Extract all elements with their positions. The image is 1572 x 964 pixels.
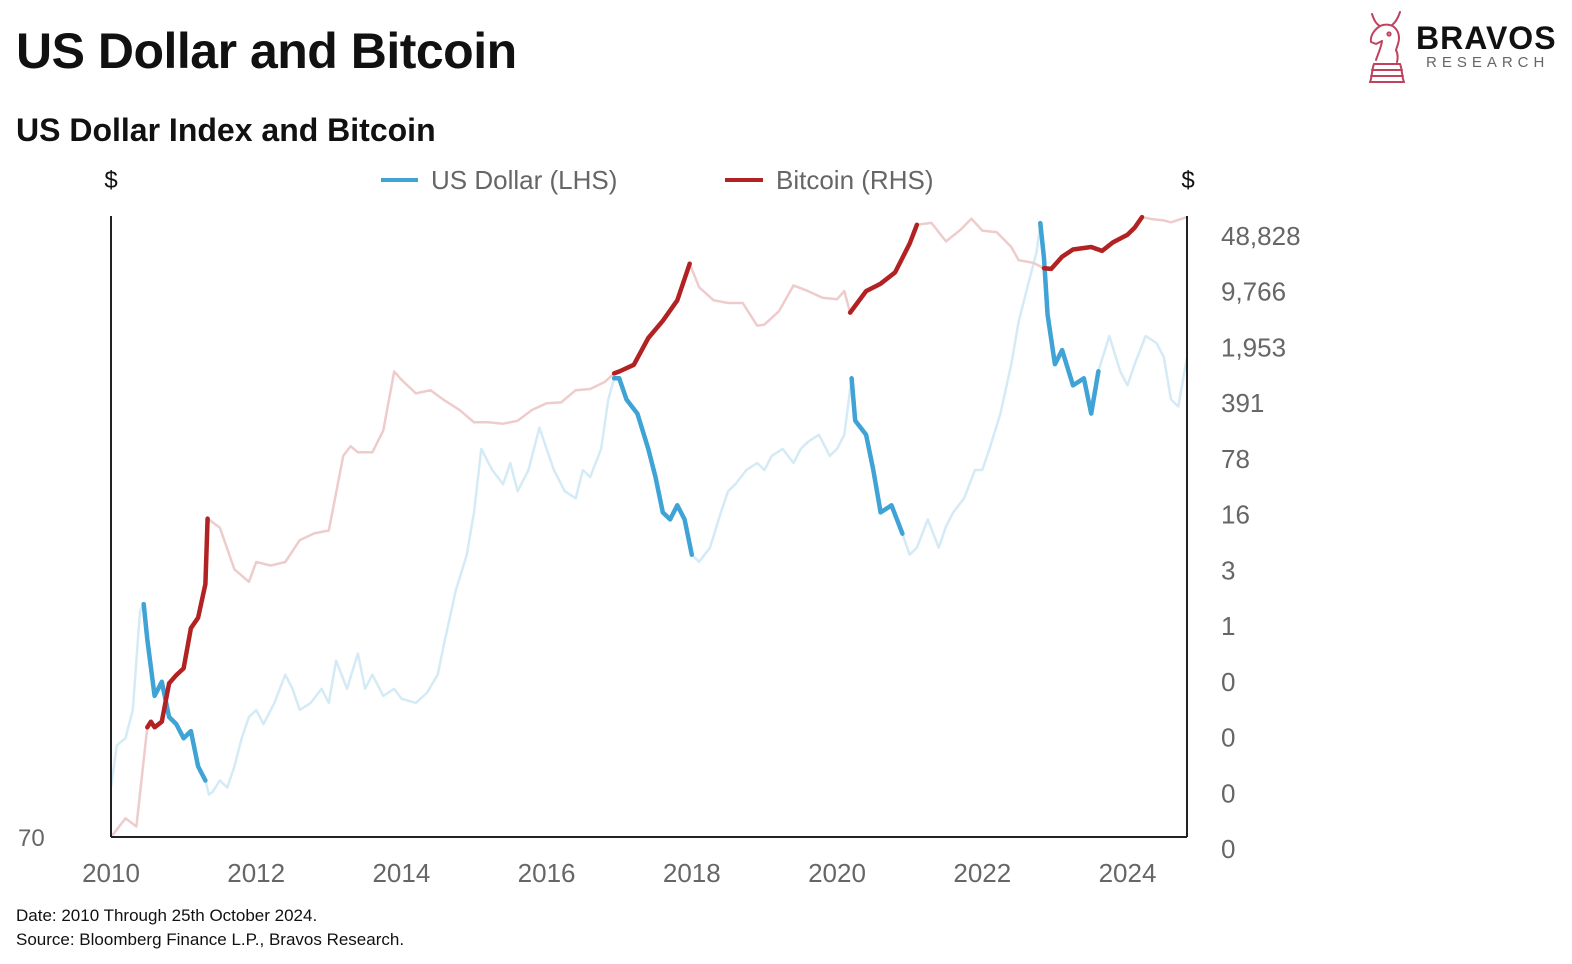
x-axis-tick-label: 2016 <box>518 858 576 888</box>
right-axis-tick-label: 78 <box>1221 444 1250 474</box>
series-line-us-dollar-faded <box>109 221 1189 796</box>
right-axis-tick-label: 48,828 <box>1221 221 1301 251</box>
right-axis-tick-label: 0 <box>1221 834 1235 864</box>
page-title: US Dollar and Bitcoin <box>16 23 517 79</box>
right-axis-unit: $ <box>1181 167 1194 194</box>
x-axis-tick-label: 2022 <box>953 858 1011 888</box>
dollar-bitcoin-chart: $ $ US Dollar (LHS) Bitcoin (RHS) 70 48,… <box>18 165 1301 888</box>
right-axis-tick-label: 0 <box>1221 667 1235 697</box>
x-axis-tick-label: 2018 <box>663 858 721 888</box>
right-axis-tick-label: 16 <box>1221 500 1250 530</box>
x-axis-tick-label: 2020 <box>808 858 866 888</box>
series-line-us-dollar-highlight-4 <box>1038 220 1101 416</box>
legend-label-us-dollar: US Dollar (LHS) <box>431 165 617 195</box>
left-axis-tick-label: 70 <box>18 825 45 852</box>
right-axis-tick-label: 1 <box>1221 611 1235 641</box>
faded-series-layer <box>109 215 1189 838</box>
highlighted-series-layer <box>141 214 1145 783</box>
series-line-us-dollar-highlight-2 <box>611 376 695 557</box>
right-axis-tick-label: 391 <box>1221 388 1264 418</box>
right-axis-tick-label: 0 <box>1221 778 1235 808</box>
x-axis-tick-labels: 2010 2012 2014 2016 2018 2020 2022 2024 <box>82 858 1156 888</box>
x-axis-tick-label: 2024 <box>1099 858 1157 888</box>
right-axis-tick-label: 3 <box>1221 555 1235 585</box>
series-line-us-dollar-highlight-3 <box>849 376 905 536</box>
series-line-us-dollar-highlight-1 <box>141 601 208 783</box>
series-line-bitcoin-highlight-3 <box>847 222 920 315</box>
knight-chess-piece-icon <box>1369 11 1405 83</box>
x-axis-tick-label: 2010 <box>82 858 140 888</box>
logo-wordmark: BRAVOS <box>1416 20 1557 56</box>
chart-legend: US Dollar (LHS) Bitcoin (RHS) <box>381 165 933 195</box>
legend-label-bitcoin: Bitcoin (RHS) <box>776 165 933 195</box>
right-axis-tick-labels: 48,828 9,766 1,953 391 78 16 3 1 0 0 0 0 <box>1221 221 1301 864</box>
x-axis-tick-label: 2014 <box>372 858 430 888</box>
right-axis-tick-label: 9,766 <box>1221 277 1286 307</box>
x-axis-tick-label: 2012 <box>227 858 285 888</box>
series-line-bitcoin-highlight-4 <box>1041 214 1145 272</box>
chart-subtitle: US Dollar Index and Bitcoin <box>16 112 436 148</box>
logo-tagline: RESEARCH <box>1426 54 1550 71</box>
date-note: Date: 2010 Through 25th October 2024. <box>16 906 318 925</box>
right-axis-tick-label: 1,953 <box>1221 333 1286 363</box>
source-note: Source: Bloomberg Finance L.P., Bravos R… <box>16 930 405 949</box>
left-axis-unit: $ <box>104 167 117 194</box>
series-line-bitcoin-highlight-2 <box>611 261 692 376</box>
series-line-bitcoin-highlight-1 <box>145 516 210 730</box>
right-axis-tick-label: 0 <box>1221 723 1235 753</box>
bravos-logo: BRAVOS RESEARCH <box>1362 8 1562 88</box>
series-line-bitcoin-faded <box>110 215 1188 838</box>
